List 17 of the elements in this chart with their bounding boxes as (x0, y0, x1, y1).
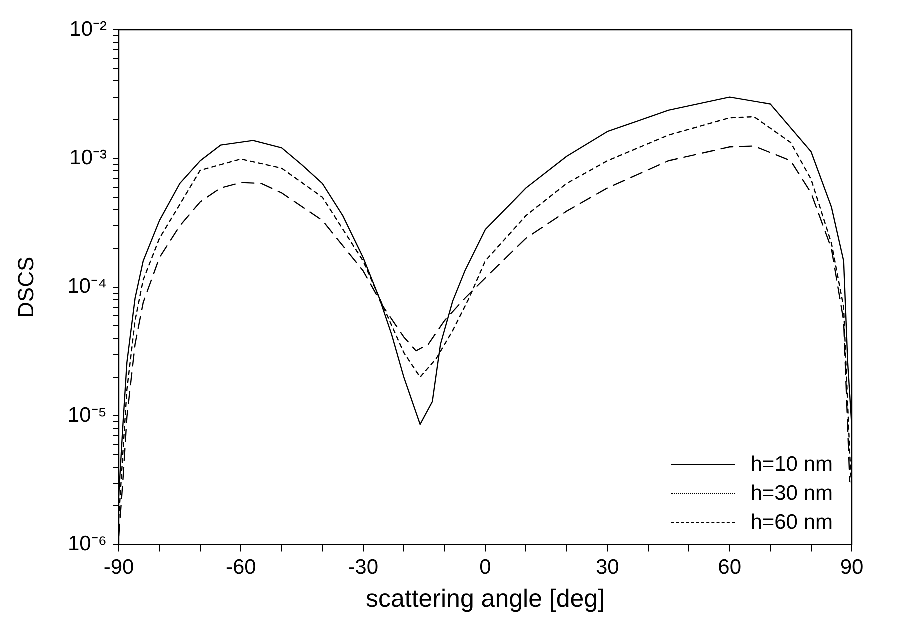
x-tick-label: 60 (718, 556, 742, 580)
legend-label: h=60 nm (750, 510, 833, 536)
x-tick-label: 0 (480, 556, 492, 580)
y-tick-label: 10⁻³ (70, 146, 107, 170)
legend-label: h=10 nm (750, 452, 833, 478)
x-tick-label: -60 (226, 556, 256, 580)
legend-label: h=30 nm (750, 481, 833, 507)
x-tick-label: -30 (348, 556, 379, 580)
y-axis-title: DSCS (13, 256, 38, 318)
y-tick-label: 10⁻⁶ (68, 532, 107, 556)
x-tick-label: 90 (840, 556, 864, 580)
x-tick-label: 30 (596, 556, 620, 580)
x-tick-label: -90 (104, 556, 134, 580)
y-tick-label: 10⁻² (70, 18, 107, 41)
x-axis-title: scattering angle [deg] (366, 584, 606, 613)
y-tick-label: 10⁻⁵ (68, 404, 107, 427)
y-tick-label: 10⁻⁴ (68, 275, 107, 298)
